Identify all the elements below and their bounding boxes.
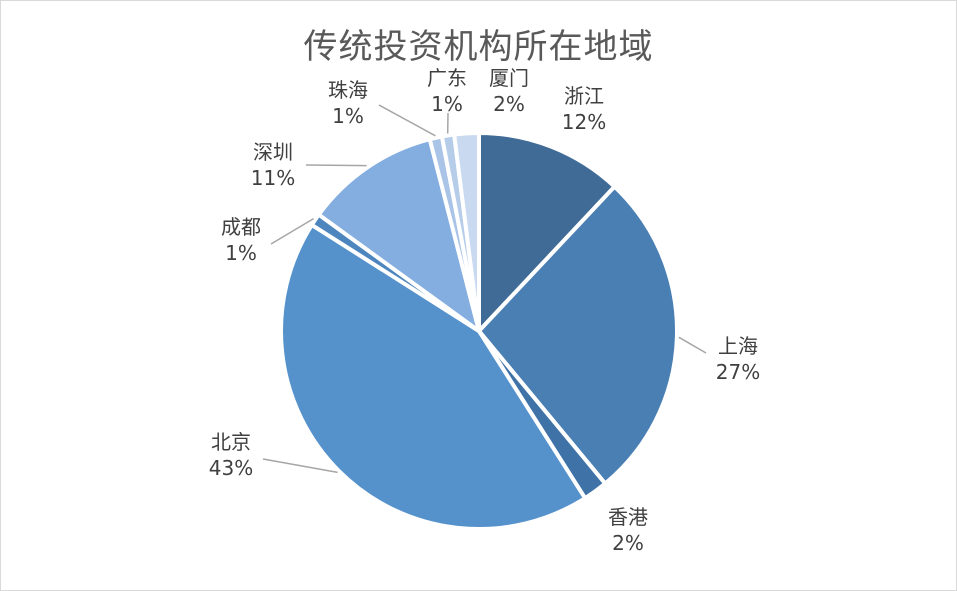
slice-label-name-0: 浙江 — [564, 84, 604, 108]
leader-line-4 — [270, 217, 314, 245]
slice-label-pct-8: 2% — [493, 92, 525, 116]
leader-line-3 — [262, 458, 338, 474]
slice-label-pct-3: 43% — [209, 456, 253, 480]
slice-label-pct-4: 1% — [225, 241, 257, 265]
slice-label-name-3: 北京 — [211, 430, 251, 454]
leader-line-6 — [378, 104, 436, 137]
leader-line-5 — [305, 164, 367, 167]
slice-label-pct-7: 1% — [431, 92, 463, 116]
slice-label-name-2: 香港 — [608, 505, 648, 529]
pie-slice-5 — [316, 137, 481, 333]
pie-slice-0 — [477, 131, 617, 333]
leader-lines — [262, 104, 707, 474]
slice-label-name-1: 上海 — [718, 334, 758, 358]
slice-label-name-8: 厦门 — [489, 66, 529, 90]
slice-label-pct-1: 27% — [716, 360, 760, 384]
slice-label-name-5: 深圳 — [253, 140, 293, 164]
slice-label-name-7: 广东 — [427, 66, 467, 90]
slice-label-pct-2: 2% — [612, 531, 644, 555]
slice-label-name-6: 珠海 — [328, 78, 368, 102]
slice-label-pct-0: 12% — [562, 110, 606, 134]
pie-slice-1 — [477, 184, 680, 486]
chart-title: 传统投资机构所在地域 — [303, 27, 654, 67]
leader-line-1 — [678, 336, 707, 354]
pie-slice-3 — [279, 222, 588, 531]
pie-slices — [279, 130, 680, 531]
pie-slice-8 — [452, 130, 481, 333]
slice-label-pct-5: 11% — [251, 166, 295, 190]
slice-label-name-4: 成都 — [221, 215, 261, 239]
slice-label-pct-6: 1% — [332, 104, 364, 128]
